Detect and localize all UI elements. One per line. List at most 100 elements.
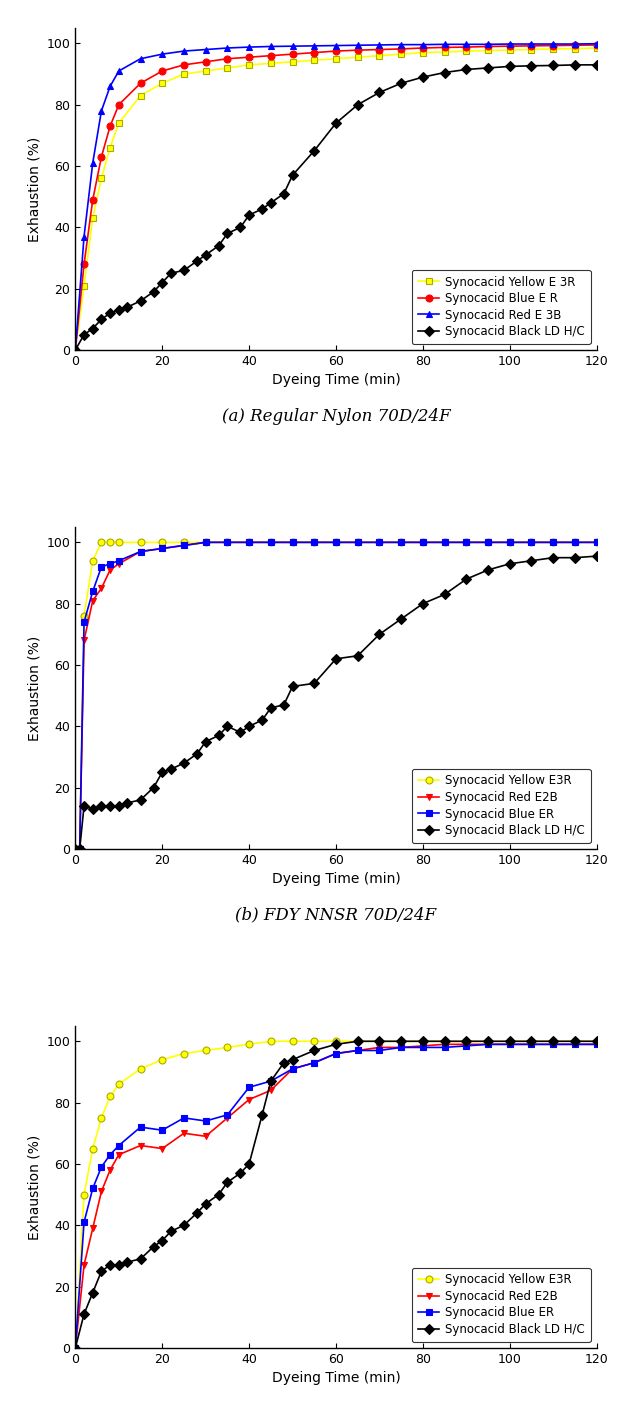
Synocacid Blue ER xyxy=(484,1036,492,1053)
Synocacid Black LD H/C xyxy=(258,201,266,218)
Synocacid Black LD H/C xyxy=(332,1036,340,1053)
Synocacid Red E 3B xyxy=(462,37,470,53)
Synocacid Yellow E 3R xyxy=(354,49,362,66)
Synocacid Black LD H/C xyxy=(137,292,144,309)
Synocacid Red E 3B xyxy=(506,35,514,52)
Synocacid Red E2B xyxy=(246,534,253,550)
Synocacid Yellow E3R xyxy=(89,1140,97,1157)
Synocacid Yellow E3R xyxy=(267,1033,274,1050)
Synocacid Yellow E3R xyxy=(158,1052,166,1068)
Synocacid Blue ER xyxy=(98,1158,106,1175)
Synocacid Red E2B xyxy=(550,1036,557,1053)
X-axis label: Dyeing Time (min): Dyeing Time (min) xyxy=(271,872,401,886)
Synocacid Red E2B xyxy=(571,534,578,550)
Synocacid Yellow E3R xyxy=(310,534,318,550)
Synocacid Red E 3B xyxy=(98,102,106,119)
Synocacid Yellow E 3R xyxy=(224,59,231,76)
Synocacid Red E2B xyxy=(484,534,492,550)
Synocacid Red E2B xyxy=(158,1140,166,1157)
Synocacid Black LD H/C xyxy=(237,219,244,236)
Synocacid Black LD H/C xyxy=(80,797,88,814)
Legend: Synocacid Yellow E3R, Synocacid Red E2B, Synocacid Blue ER, Synocacid Black LD H: Synocacid Yellow E3R, Synocacid Red E2B,… xyxy=(412,1268,591,1342)
Synocacid Yellow E3R xyxy=(246,1036,253,1053)
Synocacid Blue ER xyxy=(106,1146,114,1163)
Synocacid Blue E R xyxy=(528,38,535,55)
Synocacid Blue ER xyxy=(137,543,144,560)
Synocacid Black LD H/C xyxy=(258,712,266,729)
Synocacid Blue ER xyxy=(354,534,362,550)
Synocacid Red E 3B xyxy=(484,37,492,53)
Synocacid Red E2B xyxy=(462,534,470,550)
Synocacid Black LD H/C xyxy=(124,795,131,812)
Synocacid Red E2B xyxy=(89,592,97,609)
Synocacid Red E2B xyxy=(310,534,318,550)
Synocacid Red E2B xyxy=(137,1137,144,1154)
Synocacid Blue E R xyxy=(115,97,122,114)
Synocacid Red E2B xyxy=(506,534,514,550)
Synocacid Black LD H/C xyxy=(462,60,470,77)
Synocacid Red E2B xyxy=(354,1042,362,1059)
Synocacid Blue ER xyxy=(289,1060,296,1077)
Synocacid Yellow E3R xyxy=(528,534,535,550)
Synocacid Yellow E 3R xyxy=(180,66,188,83)
Synocacid Blue ER xyxy=(376,534,383,550)
Synocacid Blue E R xyxy=(180,56,188,73)
Synocacid Black LD H/C xyxy=(289,1052,296,1068)
Synocacid Red E 3B xyxy=(89,154,97,171)
Synocacid Yellow E3R xyxy=(462,1033,470,1050)
Synocacid Blue E R xyxy=(332,42,340,59)
Synocacid Blue E R xyxy=(484,38,492,55)
Synocacid Black LD H/C xyxy=(484,1033,492,1050)
Synocacid Yellow E3R xyxy=(571,1033,578,1050)
Synocacid Blue ER xyxy=(202,534,210,550)
Synocacid Black LD H/C xyxy=(72,341,79,358)
Synocacid Yellow E3R xyxy=(76,841,84,858)
Synocacid Blue ER xyxy=(267,1073,274,1090)
Synocacid Blue ER xyxy=(115,552,122,569)
Line: Synocacid Blue E R: Synocacid Blue E R xyxy=(72,42,600,354)
Synocacid Blue ER xyxy=(441,1039,448,1056)
Synocacid Black LD H/C xyxy=(506,1033,514,1050)
Synocacid Black LD H/C xyxy=(484,562,492,578)
Synocacid Blue ER xyxy=(550,534,557,550)
Synocacid Black LD H/C xyxy=(280,696,288,713)
Line: Synocacid Blue ER: Synocacid Blue ER xyxy=(72,539,600,852)
Synocacid Red E 3B xyxy=(289,38,296,55)
Synocacid Yellow E3R xyxy=(180,1045,188,1061)
Synocacid Red E 3B xyxy=(202,41,210,58)
Synocacid Yellow E3R xyxy=(332,1033,340,1050)
Synocacid Blue E R xyxy=(246,49,253,66)
Synocacid Black LD H/C xyxy=(332,115,340,132)
Synocacid Black LD H/C xyxy=(441,1033,448,1050)
Text: (b) FDY NNSR 70D/24F: (b) FDY NNSR 70D/24F xyxy=(236,907,436,924)
Synocacid Red E2B xyxy=(593,1036,600,1053)
Line: Synocacid Black LD H/C: Synocacid Black LD H/C xyxy=(72,553,600,852)
Synocacid Yellow E 3R xyxy=(115,115,122,132)
Synocacid Yellow E 3R xyxy=(550,41,557,58)
Synocacid Yellow E 3R xyxy=(398,46,405,63)
Synocacid Black LD H/C xyxy=(224,1174,231,1191)
Synocacid Blue ER xyxy=(354,1042,362,1059)
Synocacid Red E2B xyxy=(202,534,210,550)
Synocacid Black LD H/C xyxy=(398,74,405,91)
Synocacid Black LD H/C xyxy=(215,1186,222,1203)
Synocacid Yellow E3R xyxy=(137,534,144,550)
Synocacid Yellow E3R xyxy=(202,1042,210,1059)
Synocacid Yellow E3R xyxy=(106,534,114,550)
Synocacid Black LD H/C xyxy=(124,299,131,316)
Synocacid Black LD H/C xyxy=(124,1254,131,1271)
Line: Synocacid Black LD H/C: Synocacid Black LD H/C xyxy=(72,1038,600,1351)
Legend: Synocacid Yellow E3R, Synocacid Red E2B, Synocacid Blue ER, Synocacid Black LD H: Synocacid Yellow E3R, Synocacid Red E2B,… xyxy=(412,768,591,842)
Synocacid Red E2B xyxy=(332,534,340,550)
Synocacid Black LD H/C xyxy=(224,225,231,241)
Synocacid Blue E R xyxy=(289,46,296,63)
Synocacid Blue E R xyxy=(89,191,97,208)
Synocacid Black LD H/C xyxy=(98,797,106,814)
Synocacid Blue ER xyxy=(106,556,114,573)
Synocacid Blue E R xyxy=(98,149,106,166)
Synocacid Red E2B xyxy=(593,534,600,550)
Synocacid Red E2B xyxy=(419,1038,426,1054)
Synocacid Black LD H/C xyxy=(528,1033,535,1050)
Synocacid Red E2B xyxy=(354,534,362,550)
Synocacid Black LD H/C xyxy=(289,167,296,184)
